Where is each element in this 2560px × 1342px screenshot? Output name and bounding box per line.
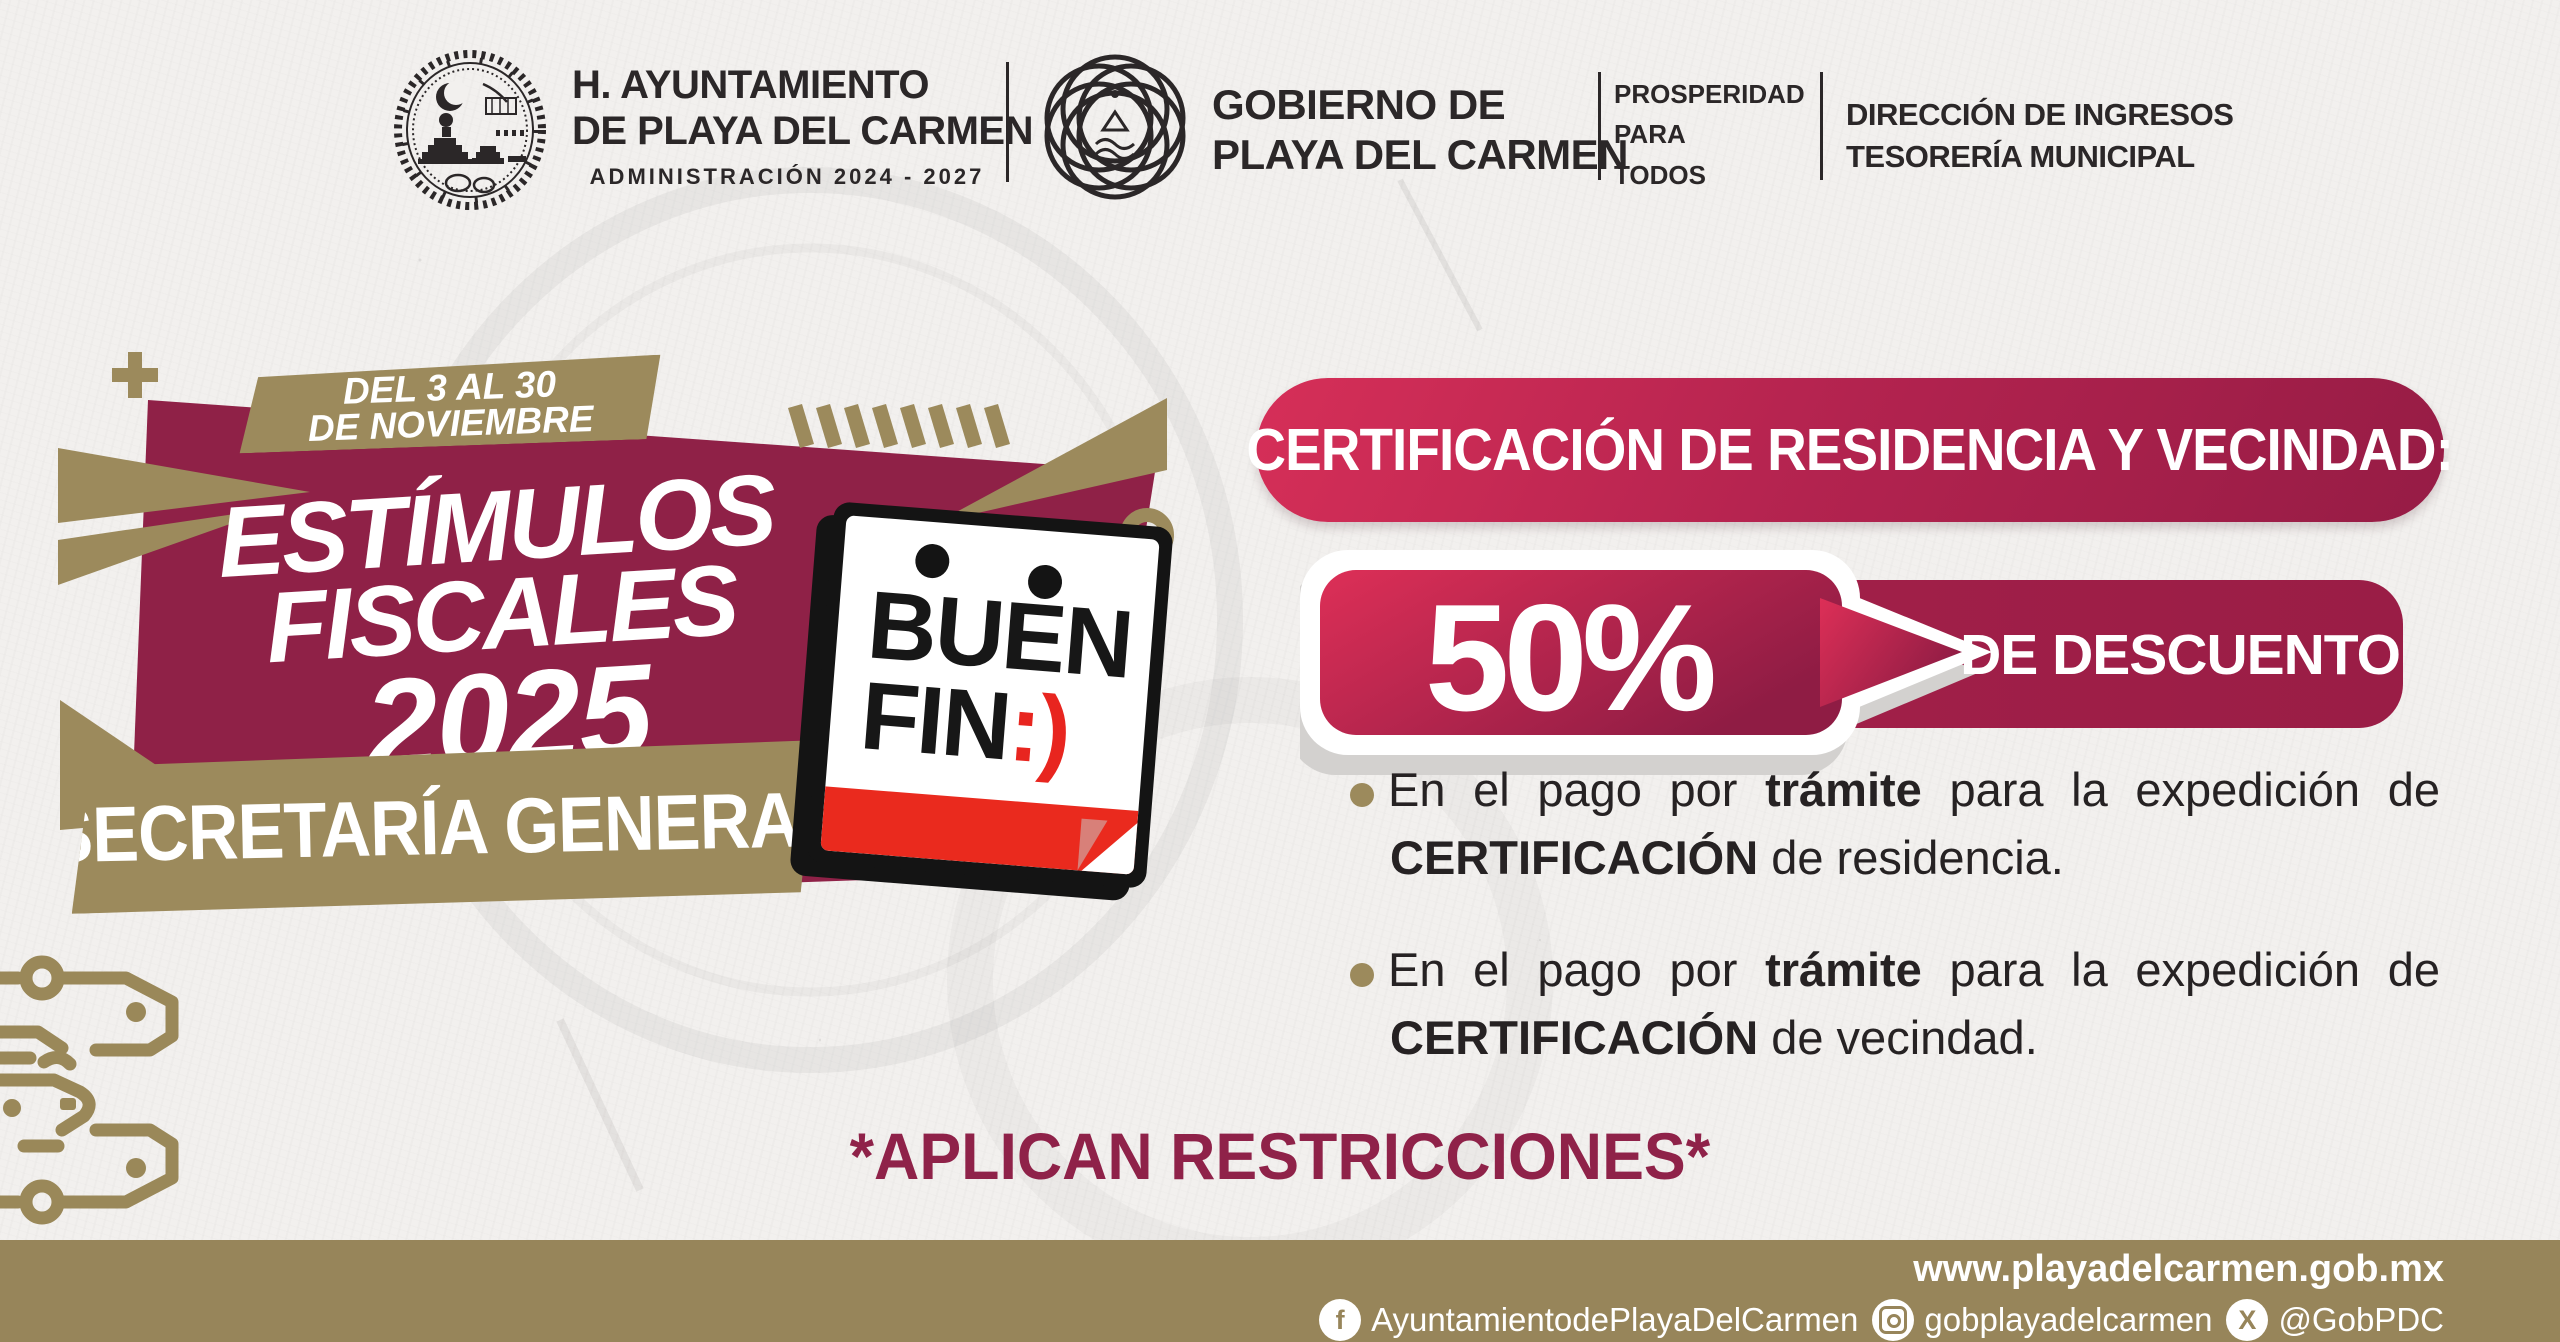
org2-line1: GOBIERNO DE	[1212, 81, 1506, 128]
bullet-text: para la expedición de	[1921, 943, 2440, 997]
facebook-handle[interactable]: f AyuntamientodePlayaDelCarmen	[1319, 1299, 1858, 1341]
social-row: f AyuntamientodePlayaDelCarmen gobplayad…	[1319, 1299, 2444, 1341]
buen-fin-wordmark: BUEN FIN:)	[856, 571, 1136, 786]
motto-block: PROSPERIDAD PARA TODOS	[1614, 74, 1805, 195]
x-icon: X	[2226, 1299, 2269, 1341]
bullet-vecindad: En el pago por trámite para la expedició…	[1350, 936, 2440, 1072]
bullet-dot-icon	[1350, 963, 1374, 988]
instagram-handle[interactable]: gobplayadelcarmen	[1872, 1299, 2212, 1341]
header-divider	[1820, 72, 1823, 180]
disclaimer: *APLICAN RESTRICCIONES*	[0, 1118, 2560, 1194]
bullet-text: para la expedición de	[1921, 763, 2440, 816]
ayuntamiento-wordmark: H. AYUNTAMIENTO DE PLAYA DEL CARMEN ADMI…	[572, 62, 1033, 190]
fold-corner	[1081, 818, 1138, 875]
bullet-residencia: En el pago por trámite para la expedició…	[1350, 756, 2440, 892]
offer-heading: CERTIFICACIÓN DE RESIDENCIA Y VECINDAD:	[1246, 417, 2454, 483]
ayuntamiento-seal-logo	[394, 50, 546, 210]
department-block: DIRECCIÓN DE INGRESOS TESORERÍA MUNICIPA…	[1846, 94, 2234, 178]
bullet-bold: trámite	[1765, 763, 1922, 816]
smiley-icon: :)	[1004, 673, 1074, 786]
facebook-icon: f	[1319, 1299, 1362, 1341]
bullet-dot-icon	[1350, 783, 1374, 807]
org2-line2: PLAYA DEL CARMEN	[1212, 131, 1628, 179]
header-divider	[1006, 62, 1009, 182]
footer-bar: www.playadelcarmen.gob.mx f Ayuntamiento…	[0, 1240, 2560, 1342]
discount-label: DE DESCUENTO	[1960, 623, 2400, 687]
x-handle-text: @GobPDC	[2278, 1301, 2444, 1338]
discount-value: 50%	[1425, 573, 1714, 743]
website-url[interactable]: www.playadelcarmen.gob.mx	[1913, 1248, 2444, 1290]
facebook-handle-text: AyuntamientodePlayaDelCarmen	[1371, 1301, 1859, 1338]
secretaria-banner: SECRETARÍA GENERAL	[68, 740, 819, 914]
bullet-bold: CERTIFICACIÓN	[1390, 1011, 1759, 1065]
bullet-text: En el pago por	[1388, 943, 1766, 997]
org1-line2: DE PLAYA DEL CARMEN	[572, 109, 1033, 154]
motto-line3: TODOS	[1614, 159, 1706, 190]
header-divider	[1598, 72, 1601, 180]
instagram-handle-text: gobplayadelcarmen	[1924, 1301, 2213, 1338]
org1-subtitle: ADMINISTRACIÓN 2024 - 2027	[589, 163, 985, 189]
gobierno-wordmark: GOBIERNO DE PLAYA DEL CARMEN	[1212, 80, 1628, 181]
org1-line1: H. AYUNTAMIENTO	[572, 63, 929, 107]
bullet-text: de residencia.	[1758, 831, 2064, 885]
motto-line2: PARA	[1614, 119, 1686, 150]
dept-line1: DIRECCIÓN DE INGRESOS	[1846, 97, 2234, 132]
buen-fin-line2: FIN	[856, 662, 1014, 781]
calendar-face: BUEN FIN:)	[820, 515, 1160, 875]
instagram-icon	[1872, 1299, 1915, 1341]
buen-fin-calendar-logo: BUEN FIN:)	[806, 501, 1174, 889]
gobierno-knot-logo	[1044, 54, 1186, 200]
bullet-bold: CERTIFICACIÓN	[1390, 831, 1759, 885]
circuit-face-decoration	[0, 955, 179, 1225]
motto-line1: PROSPERIDAD	[1614, 79, 1805, 109]
bullet-bold: trámite	[1765, 943, 1922, 997]
calendar-hole-icon	[914, 542, 951, 580]
secretaria-label: SECRETARÍA GENERAL	[45, 774, 843, 879]
x-handle[interactable]: X @GobPDC	[2226, 1299, 2444, 1341]
bullet-text: En el pago por	[1388, 763, 1766, 816]
offer-bullets: En el pago por trámite para la expedició…	[1350, 756, 2440, 1073]
bullet-text: de vecindad.	[1758, 1011, 2038, 1065]
offer-heading-pill: CERTIFICACIÓN DE RESIDENCIA Y VECINDAD:	[1247, 378, 2454, 522]
dept-line2: TESORERÍA MUNICIPAL	[1846, 138, 2195, 174]
discount-badge: 50% DE DESCUENTO	[1300, 550, 2403, 775]
disclaimer-text: *APLICAN RESTRICCIONES*	[849, 1119, 1711, 1193]
